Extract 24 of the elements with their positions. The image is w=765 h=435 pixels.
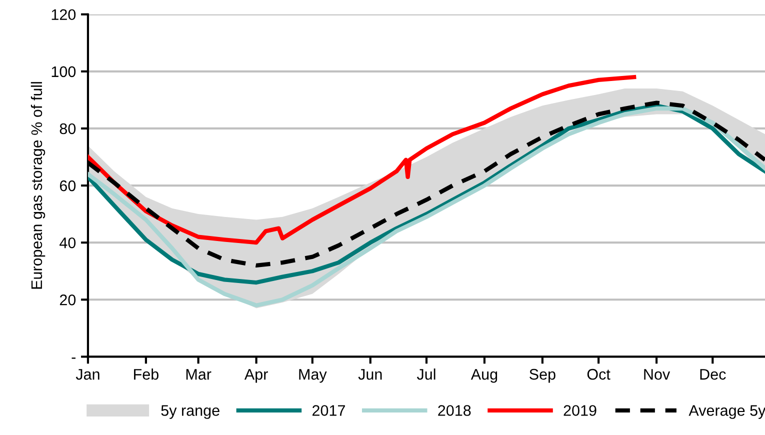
x-tick-label: Jul [416,368,436,380]
x-tick-label: Oct [587,368,610,380]
x-tick-label: May [299,369,327,383]
y-tick-label: - [72,358,76,359]
y-tick-label: 120 [52,9,76,20]
y-tick-label: 20 [60,294,76,306]
x-tick-label: Feb [134,368,158,380]
x-tick-label: Apr [244,369,268,383]
legend-label: 2017 [312,405,345,416]
y-tick-label: 100 [52,66,76,78]
x-tick-label: Mar [186,369,212,380]
legend-label: 2018 [438,405,471,416]
y-tick-label: 80 [60,123,76,134]
x-tick-label: Nov [644,369,670,380]
y-tick-label: 60 [60,180,76,192]
y-axis-title: European gas storage % of full [30,82,46,289]
x-tick-label: Aug [470,369,498,383]
x-tick-label: Dec [700,369,726,380]
legend-label: 2019 [564,405,596,416]
x-tick-label: Jan [76,369,100,380]
y-tick-label: 40 [60,237,76,248]
x-tick-label: Jun [358,369,382,380]
x-tick-label: Sep [530,368,556,383]
legend-label: 5y range [161,405,220,419]
